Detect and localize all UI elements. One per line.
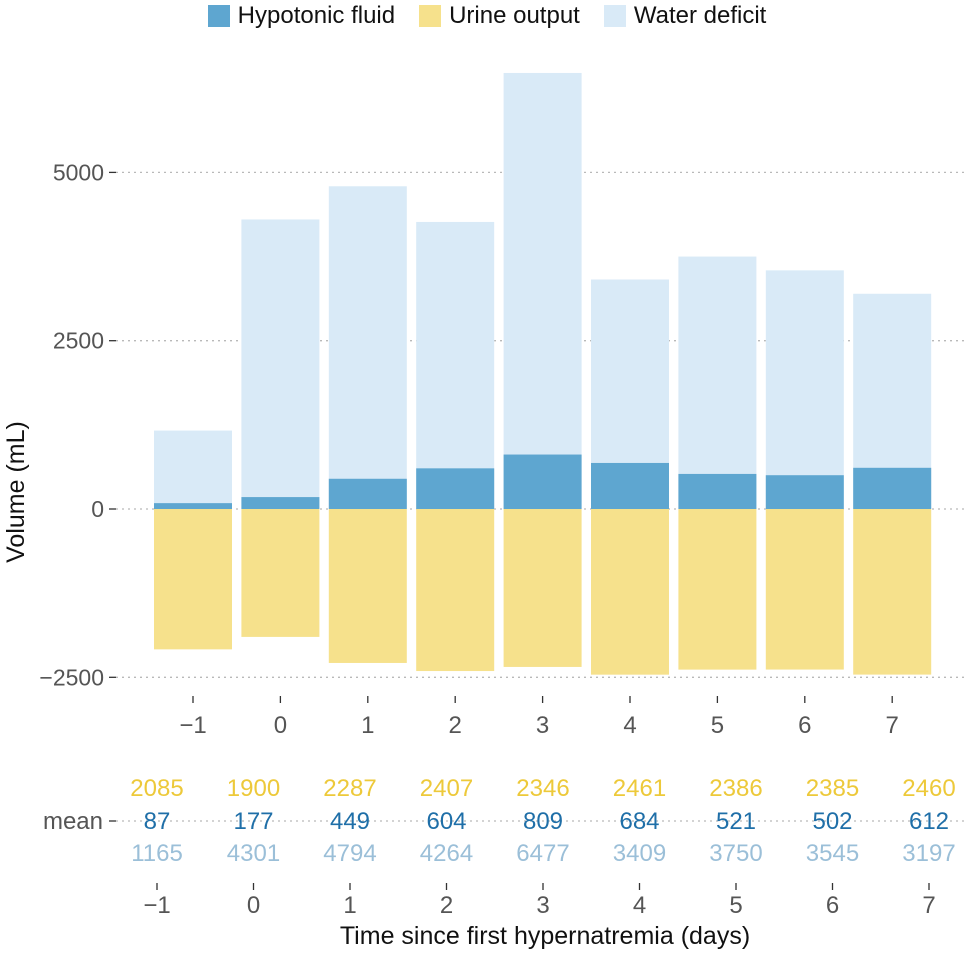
bar-water-deficit-7	[765, 270, 844, 509]
x-tick-label-3: 2	[449, 712, 462, 739]
legend: Hypotonic fluid Urine output Water defic…	[0, 2, 974, 30]
bar-water-deficit-0	[154, 430, 232, 509]
x2-tick-label-1: 0	[247, 892, 260, 919]
x-tick-label-1: 0	[274, 712, 287, 739]
mean-water-deficit-5: 3409	[613, 840, 666, 867]
legend-item-urine-output: Urine output	[419, 2, 580, 30]
mean-hypotonic-fluid-1: 177	[233, 808, 273, 835]
bar-urine-output-1	[241, 509, 320, 637]
bar-hypotonic-fluid-0	[154, 503, 232, 509]
bar-urine-output-8	[853, 509, 932, 675]
bar-hypotonic-fluid-5	[591, 462, 669, 509]
legend-label-water-deficit: Water deficit	[633, 2, 767, 29]
bar-hypotonic-fluid-2	[328, 478, 407, 509]
mean-urine-output-8: 2460	[902, 775, 955, 802]
bar-water-deficit-2	[328, 186, 407, 509]
x-axis-upper: −1 0 1 2 3 4 5 6 7	[179, 696, 899, 739]
mean-water-deficit-1: 4301	[227, 840, 280, 867]
bar-water-deficit-3	[416, 221, 495, 510]
mean-hypotonic-fluid-0: 87	[144, 808, 171, 835]
bar-hypotonic-fluid-7	[765, 475, 844, 509]
x2-tick-label-0: −1	[143, 892, 170, 919]
mean-water-deficit-2: 4794	[323, 840, 376, 867]
mean-row-label: mean	[43, 808, 103, 835]
x2-tick-label-4: 3	[536, 892, 549, 919]
y-tick-label-1: 0	[91, 496, 104, 522]
x2-tick-label-5: 4	[633, 892, 646, 919]
mean-water-deficit-3: 4264	[420, 840, 473, 867]
mean-urine-output-5: 2461	[613, 775, 666, 802]
mean-water-deficit-7: 3545	[806, 840, 859, 867]
y-tick-label-3: 5000	[53, 159, 104, 185]
x2-tick-label-2: 1	[343, 892, 356, 919]
x-tick-label-0: −1	[179, 712, 206, 739]
x-tick-label-8: 7	[886, 712, 899, 739]
y-axis: −2500 0 2500 5000	[39, 159, 116, 690]
mean-urine-output-4: 2346	[516, 775, 569, 802]
y-axis-title: Volume (mL)	[2, 421, 30, 563]
mean-table: mean 2085 1900 2287 2407 2346 2461 2386 2385 2460…	[43, 775, 968, 867]
mean-water-deficit-4: 6477	[516, 840, 569, 867]
legend-item-hypotonic-fluid: Hypotonic fluid	[207, 2, 396, 30]
x-tick-label-2: 1	[361, 712, 374, 739]
bar-hypotonic-fluid-6	[678, 473, 757, 509]
x-tick-label-6: 5	[711, 712, 724, 739]
mean-urine-output-1: 1900	[227, 775, 280, 802]
mean-urine-output-3: 2407	[420, 775, 473, 802]
legend-label-hypotonic-fluid: Hypotonic fluid	[237, 2, 396, 29]
mean-water-deficit-0: 1165	[131, 840, 183, 867]
mean-hypotonic-fluid-5: 684	[619, 808, 659, 835]
mean-urine-output-2: 2287	[323, 775, 376, 802]
bar-urine-output-5	[591, 509, 669, 675]
mean-urine-output-0: 2085	[130, 775, 183, 802]
legend-swatch-water-deficit	[603, 5, 626, 27]
bar-water-deficit-1	[241, 219, 320, 510]
x-axis-lower: −1 0 1 2 3 4 5 6 7	[143, 883, 936, 919]
mean-urine-output-6: 2386	[709, 775, 762, 802]
mean-urine-output-7: 2385	[806, 775, 859, 802]
legend-swatch-urine-output	[419, 5, 442, 27]
mean-hypotonic-fluid-2: 449	[330, 808, 370, 835]
legend-swatch-hypotonic-fluid	[207, 5, 230, 27]
x-tick-label-5: 4	[623, 712, 636, 739]
mean-hypotonic-fluid-8: 612	[909, 808, 949, 835]
bar-urine-output-3	[416, 509, 495, 672]
x-tick-label-4: 3	[536, 712, 549, 739]
bar-hypotonic-fluid-3	[416, 468, 495, 509]
x2-tick-label-6: 5	[729, 892, 742, 919]
mean-hypotonic-fluid-4: 809	[523, 808, 563, 835]
bar-urine-output-2	[328, 509, 407, 663]
x2-tick-label-3: 2	[440, 892, 453, 919]
bar-urine-output-4	[503, 509, 582, 667]
bar-water-deficit-4	[503, 72, 582, 510]
bar-urine-output-0	[154, 509, 232, 650]
x-tick-label-7: 6	[798, 712, 811, 739]
bar-urine-output-6	[678, 509, 757, 670]
y-tick-label-2: 2500	[53, 328, 104, 354]
mean-hypotonic-fluid-6: 521	[716, 808, 756, 835]
mean-water-deficit-6: 3750	[709, 840, 762, 867]
mean-hypotonic-fluid-7: 502	[812, 808, 852, 835]
bar-water-deficit-6	[678, 256, 757, 509]
legend-label-urine-output: Urine output	[449, 2, 580, 29]
y-tick-label-0: −2500	[39, 664, 104, 690]
mean-hypotonic-fluid-3: 604	[426, 808, 466, 835]
bar-urine-output-7	[765, 509, 844, 670]
x-axis-title: Time since first hypernatremia (days)	[340, 922, 750, 950]
bars	[154, 72, 932, 675]
mean-water-deficit-8: 3197	[902, 840, 955, 867]
x2-tick-label-8: 7	[922, 892, 935, 919]
legend-item-water-deficit: Water deficit	[603, 2, 767, 30]
bar-hypotonic-fluid-4	[503, 454, 582, 509]
x2-tick-label-7: 6	[826, 892, 839, 919]
bar-hypotonic-fluid-8	[853, 467, 932, 509]
bar-hypotonic-fluid-1	[241, 497, 320, 509]
